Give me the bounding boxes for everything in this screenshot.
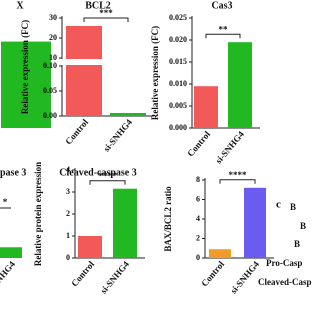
panel-label: c	[276, 199, 281, 211]
bar	[78, 236, 102, 258]
significance: ****	[99, 171, 118, 181]
significance: ***	[99, 8, 113, 18]
y-tick-label: 0.005	[169, 101, 187, 110]
chart-title: BCL2	[85, 0, 111, 11]
y-tick-label: 20	[49, 33, 57, 42]
y-tick-label: 1	[66, 231, 70, 240]
bar	[1, 41, 51, 129]
row-label: Cleaved-Casp	[258, 277, 312, 287]
significance-bracket	[83, 17, 129, 22]
bar	[194, 86, 218, 128]
y-tick-label: 0.10	[43, 61, 57, 70]
significance: *	[3, 197, 8, 207]
y-tick-label: 0.025	[169, 13, 187, 22]
y-tick-label: 6	[196, 194, 200, 203]
bar	[110, 113, 146, 116]
y-axis-label: Relative protein expression	[33, 162, 43, 266]
x-tick-label: si-SNHG4	[0, 259, 17, 296]
x-tick-label: Control	[69, 259, 96, 289]
bar	[0, 247, 22, 258]
y-tick-label: 0.020	[169, 35, 187, 44]
x-tick-label: si-SNHG4	[228, 259, 261, 296]
significance: **	[219, 24, 229, 34]
significance-bracket	[205, 33, 241, 39]
y-tick-label: 0.010	[169, 79, 187, 88]
x-tick-label: si-SNHG4	[101, 117, 134, 154]
significance: ****	[229, 170, 248, 180]
y-tick-label: 0	[66, 253, 70, 262]
x-tick-label: si-SNHG4	[213, 129, 246, 166]
y-tick-label: 10	[49, 53, 57, 62]
bar	[209, 249, 231, 258]
row-label: B	[294, 239, 300, 249]
chart-title: X	[16, 0, 24, 11]
row-label: B	[300, 221, 306, 231]
x-tick-label: Control	[185, 129, 212, 159]
bar	[228, 42, 252, 129]
row-label: B	[290, 202, 296, 212]
significance-bracket	[219, 179, 256, 184]
y-axis-label: Relative expression (FC)	[150, 26, 160, 120]
x-tick-label: si-SNHG4	[98, 259, 131, 296]
y-tick-label: 4	[196, 214, 200, 223]
bar	[113, 188, 137, 258]
chart-title: Cleaved-caspase 3	[59, 167, 137, 178]
x-tick-label: Control	[63, 117, 90, 147]
y-tick-label: 4	[66, 165, 70, 174]
x-tick-label: Control	[199, 259, 226, 289]
y-tick-label: 0	[196, 253, 200, 262]
y-axis-label: BAX/BCL2 ratio	[163, 186, 173, 252]
bar	[66, 26, 102, 116]
y-tick-label: 2	[196, 233, 200, 242]
y-axis-label: Relative expression (FC)	[20, 20, 30, 114]
y-tick-label: 8	[196, 175, 200, 184]
y-tick-label: 0.015	[169, 57, 187, 66]
chart-title: Cas3	[211, 0, 232, 11]
significance-bracket	[89, 180, 126, 185]
row-label: Pro-Casp	[266, 258, 302, 268]
y-tick-label: 3	[66, 187, 70, 196]
y-tick-label: 30	[49, 13, 57, 22]
chart-title: pase 3	[0, 167, 26, 178]
axis-break	[58, 59, 222, 65]
bar	[244, 187, 266, 258]
y-tick-label: 2	[66, 209, 70, 218]
y-tick-label: 0.000	[169, 123, 187, 132]
y-tick-label: 0.00	[43, 111, 57, 120]
y-tick-label: 0.05	[43, 86, 57, 95]
